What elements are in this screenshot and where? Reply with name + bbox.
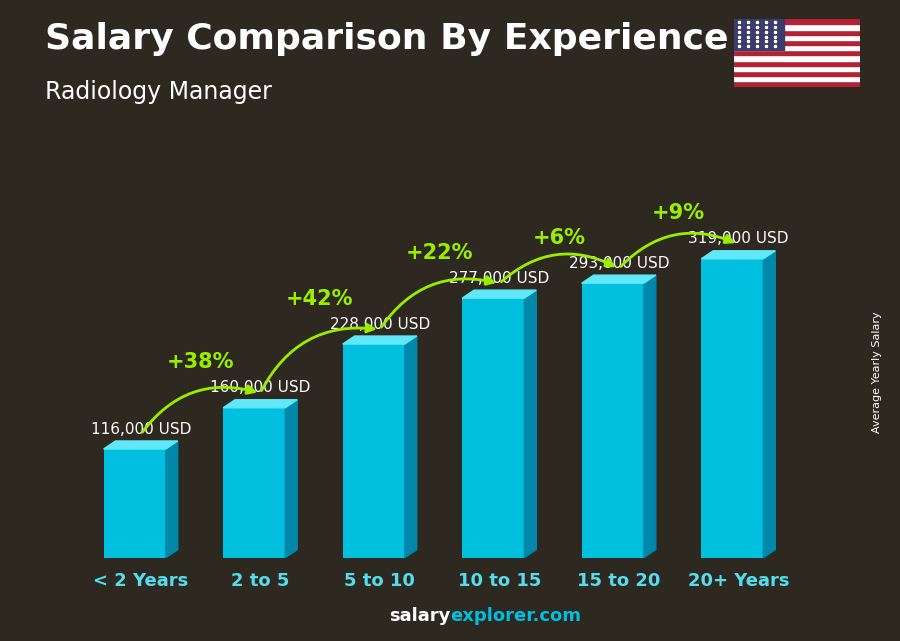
Text: 20+ Years: 20+ Years — [688, 572, 789, 590]
Text: explorer.com: explorer.com — [450, 607, 581, 625]
Text: 5 to 10: 5 to 10 — [345, 572, 415, 590]
Bar — [734, 50, 860, 56]
Bar — [734, 29, 860, 35]
Bar — [734, 19, 784, 50]
Text: salary: salary — [389, 607, 450, 625]
Bar — [734, 71, 860, 76]
Polygon shape — [701, 251, 775, 259]
Bar — [581, 283, 643, 558]
Text: 116,000 USD: 116,000 USD — [91, 422, 191, 437]
Polygon shape — [223, 400, 297, 408]
Bar — [463, 298, 525, 558]
Bar — [734, 24, 860, 29]
Text: < 2 Years: < 2 Years — [93, 572, 188, 590]
Polygon shape — [581, 275, 656, 283]
Text: 160,000 USD: 160,000 USD — [210, 380, 310, 395]
Bar — [223, 408, 285, 558]
Polygon shape — [285, 400, 297, 558]
Bar — [734, 61, 860, 66]
Text: 228,000 USD: 228,000 USD — [329, 317, 430, 331]
Bar — [734, 56, 860, 61]
Bar — [734, 76, 860, 81]
Polygon shape — [104, 441, 177, 449]
Bar — [104, 449, 166, 558]
Polygon shape — [166, 441, 177, 558]
Polygon shape — [763, 251, 775, 558]
Bar — [734, 19, 860, 24]
Polygon shape — [644, 275, 656, 558]
Text: +22%: +22% — [406, 243, 473, 263]
Text: 2 to 5: 2 to 5 — [231, 572, 290, 590]
Polygon shape — [525, 290, 536, 558]
Text: Radiology Manager: Radiology Manager — [45, 80, 272, 104]
Text: +6%: +6% — [533, 228, 586, 247]
Text: +38%: +38% — [166, 353, 234, 372]
Text: 15 to 20: 15 to 20 — [577, 572, 661, 590]
Text: Average Yearly Salary: Average Yearly Salary — [872, 311, 883, 433]
Text: 319,000 USD: 319,000 USD — [688, 231, 788, 246]
Text: +42%: +42% — [286, 288, 354, 308]
Polygon shape — [405, 336, 417, 558]
Bar — [734, 81, 860, 87]
Polygon shape — [343, 336, 417, 344]
Text: +9%: +9% — [652, 203, 705, 223]
Text: 277,000 USD: 277,000 USD — [449, 271, 549, 286]
Text: 293,000 USD: 293,000 USD — [569, 256, 669, 271]
Bar — [734, 66, 860, 71]
Polygon shape — [463, 290, 536, 298]
Bar — [343, 344, 405, 558]
Bar — [734, 40, 860, 45]
Text: Salary Comparison By Experience: Salary Comparison By Experience — [45, 22, 728, 56]
Bar — [734, 45, 860, 50]
Text: 10 to 15: 10 to 15 — [457, 572, 541, 590]
Bar — [701, 259, 763, 558]
Bar — [734, 35, 860, 40]
